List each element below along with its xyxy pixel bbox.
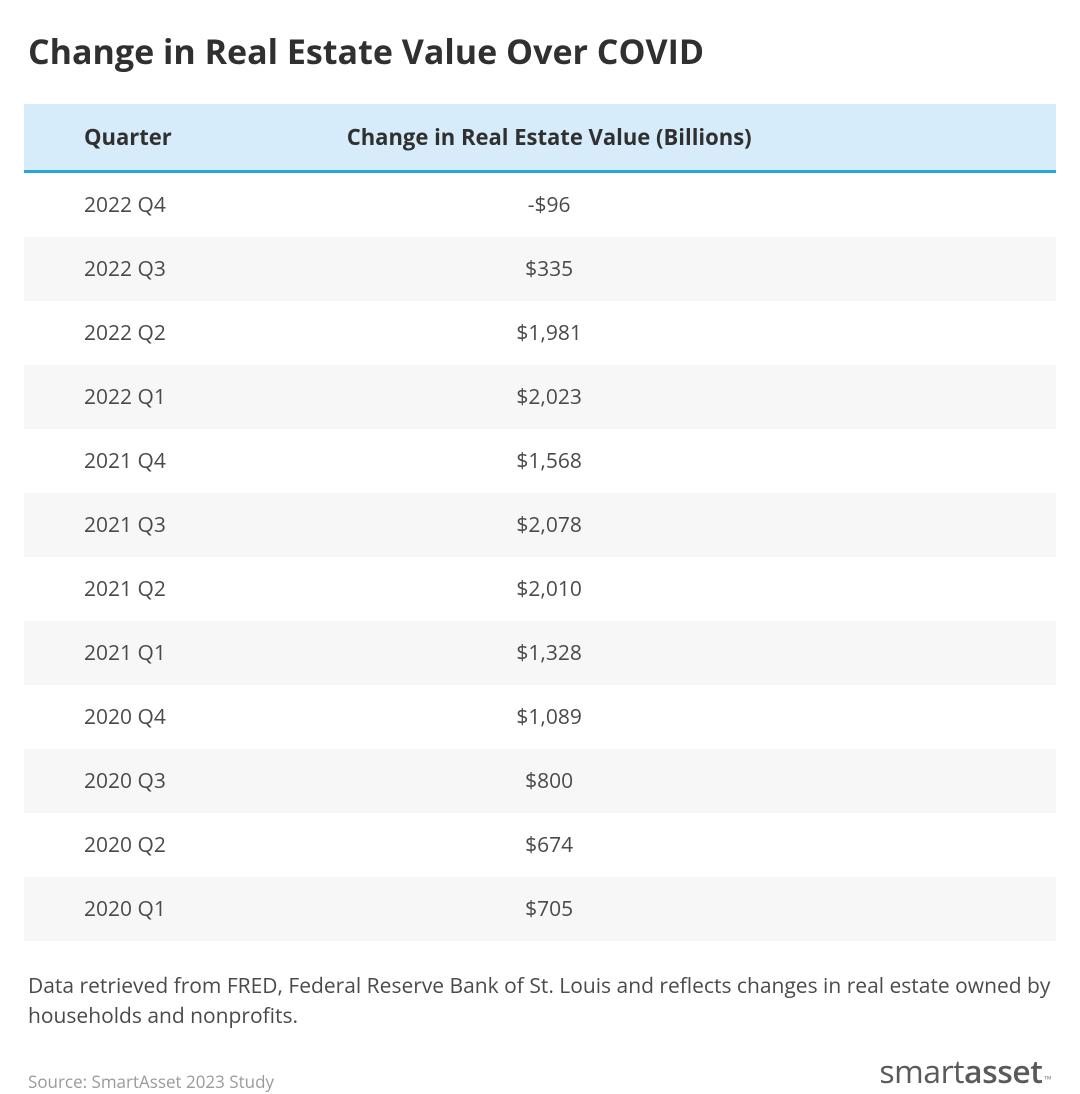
cell-value: -$96 [292, 172, 1056, 238]
table-row: 2020 Q1$705 [24, 877, 1056, 941]
cell-value: $1,328 [292, 621, 1056, 685]
table-body: 2022 Q4-$962022 Q3$3352022 Q2$1,9812022 … [24, 172, 1056, 942]
table-row: 2021 Q3$2,078 [24, 493, 1056, 557]
page-title: Change in Real Estate Value Over COVID [24, 28, 1056, 74]
table-header: Quarter Change in Real Estate Value (Bil… [24, 104, 1056, 172]
column-header-quarter: Quarter [24, 104, 292, 172]
cell-quarter: 2022 Q3 [24, 237, 292, 301]
cell-value: $2,078 [292, 493, 1056, 557]
cell-value: $1,089 [292, 685, 1056, 749]
smartasset-logo: smartasset™ [879, 1050, 1052, 1093]
table-row: 2021 Q1$1,328 [24, 621, 1056, 685]
table-row: 2022 Q2$1,981 [24, 301, 1056, 365]
cell-value: $1,981 [292, 301, 1056, 365]
table-row: 2020 Q4$1,089 [24, 685, 1056, 749]
logo-part-asset: asset [964, 1050, 1042, 1093]
table-header-row: Quarter Change in Real Estate Value (Bil… [24, 104, 1056, 172]
cell-value: $674 [292, 813, 1056, 877]
source-text: Source: SmartAsset 2023 Study [28, 1070, 274, 1093]
cell-quarter: 2021 Q2 [24, 557, 292, 621]
cell-quarter: 2020 Q1 [24, 877, 292, 941]
table-row: 2022 Q3$335 [24, 237, 1056, 301]
data-table: Quarter Change in Real Estate Value (Bil… [24, 104, 1056, 941]
cell-quarter: 2020 Q3 [24, 749, 292, 813]
cell-value: $335 [292, 237, 1056, 301]
table-row: 2020 Q2$674 [24, 813, 1056, 877]
footer: Source: SmartAsset 2023 Study smartasset… [24, 1050, 1056, 1093]
table-row: 2020 Q3$800 [24, 749, 1056, 813]
logo-part-smart: smart [879, 1050, 964, 1093]
cell-quarter: 2022 Q4 [24, 172, 292, 238]
table-row: 2022 Q4-$96 [24, 172, 1056, 238]
cell-quarter: 2020 Q4 [24, 685, 292, 749]
cell-quarter: 2020 Q2 [24, 813, 292, 877]
column-header-value: Change in Real Estate Value (Billions) [292, 104, 1056, 172]
cell-value: $1,568 [292, 429, 1056, 493]
cell-value: $2,010 [292, 557, 1056, 621]
cell-quarter: 2021 Q4 [24, 429, 292, 493]
cell-value: $2,023 [292, 365, 1056, 429]
caption-text: Data retrieved from FRED, Federal Reserv… [24, 971, 1056, 1032]
cell-quarter: 2022 Q2 [24, 301, 292, 365]
table-row: 2021 Q2$2,010 [24, 557, 1056, 621]
cell-quarter: 2021 Q1 [24, 621, 292, 685]
cell-value: $705 [292, 877, 1056, 941]
cell-quarter: 2022 Q1 [24, 365, 292, 429]
table-row: 2021 Q4$1,568 [24, 429, 1056, 493]
table-row: 2022 Q1$2,023 [24, 365, 1056, 429]
cell-value: $800 [292, 749, 1056, 813]
cell-quarter: 2021 Q3 [24, 493, 292, 557]
logo-trademark: ™ [1044, 1072, 1052, 1086]
